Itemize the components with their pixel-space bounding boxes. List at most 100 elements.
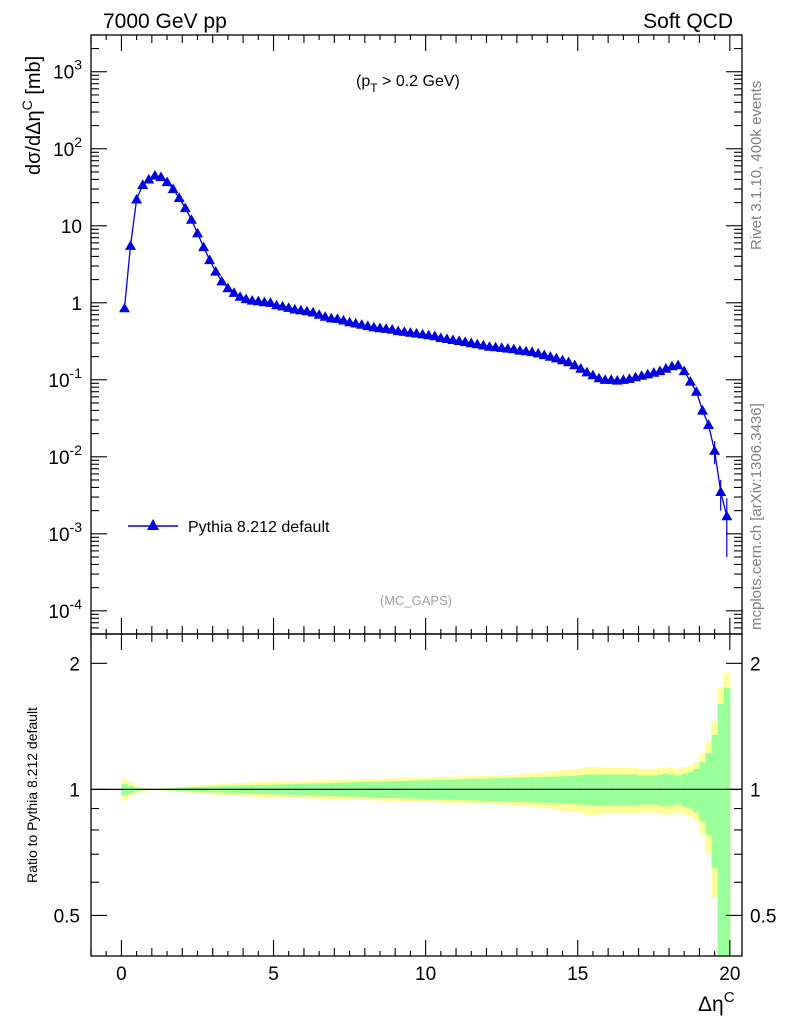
data-point <box>569 359 581 370</box>
data-point <box>125 240 136 250</box>
ratio-y-tick-label-right: 0.5 <box>750 906 776 927</box>
ratio-band-inner <box>595 774 603 806</box>
data-point <box>538 349 550 360</box>
data-point <box>709 445 721 455</box>
ratio-y-tick-label-right: 1 <box>750 780 761 801</box>
ratio-band-inner <box>668 774 676 806</box>
ratio-y-tick-label-right: 2 <box>750 654 761 675</box>
data-point <box>228 287 240 297</box>
data-point <box>155 171 167 182</box>
data-point <box>137 179 149 189</box>
data-point <box>119 302 130 313</box>
analysis-label: (MC_GAPS) <box>380 593 452 608</box>
series-pythia <box>119 170 733 557</box>
side-label-mcplots: mcplots.cern.ch [arXiv:1306.3436] <box>748 403 765 630</box>
data-point <box>210 266 222 276</box>
y-tick-label: 102 <box>53 134 82 161</box>
y-tick-label: 10-4 <box>48 596 82 623</box>
data-point <box>678 365 690 376</box>
ratio-band-inner <box>608 774 615 806</box>
x-tick-label: 5 <box>268 964 279 985</box>
y-tick-label: 1 <box>71 294 82 315</box>
data-point <box>319 311 331 321</box>
ratio-y-tick-label: 2 <box>69 654 80 675</box>
data-point <box>198 241 210 252</box>
data-point <box>234 291 246 301</box>
ratio-y-axis-label: Ratio to Pythia 8.212 default <box>24 707 40 883</box>
data-point <box>179 202 191 213</box>
data-point <box>672 359 684 370</box>
left-title: 7000 GeV pp <box>103 10 227 33</box>
data-point <box>283 302 295 312</box>
legend: Pythia 8.212 default <box>128 519 330 536</box>
data-point <box>149 170 161 180</box>
data-point <box>563 356 575 367</box>
ratio-band-inner <box>589 774 597 806</box>
side-label-rivet: Rivet 3.1.10, 400k events <box>748 81 765 250</box>
axis-tick-labels: 0 5 10 15 20 10-4 10-3 10-2 10-1 1 10 102 103 0.5 0.5 1… <box>48 57 776 985</box>
data-point <box>532 347 544 358</box>
data-point <box>697 404 708 415</box>
x-tick-label: 10 <box>415 964 436 985</box>
data-point <box>544 351 556 361</box>
ratio-band-inner <box>614 774 621 806</box>
data-point <box>167 183 179 194</box>
ratio-band-inner <box>626 774 633 806</box>
x-tick-label: 0 <box>116 964 127 985</box>
data-point <box>557 354 568 365</box>
data-point <box>575 363 587 373</box>
data-point <box>131 193 143 204</box>
ratio-band-inner <box>723 687 731 956</box>
data-point <box>265 297 276 307</box>
data-point <box>526 346 538 357</box>
ratio-band-inner <box>656 774 664 806</box>
ratio-band-inner <box>620 774 627 806</box>
legend-marker <box>147 519 159 530</box>
x-tick-label: 15 <box>567 964 588 985</box>
data-point <box>338 314 349 325</box>
ratio-band-inner <box>681 773 688 807</box>
data-point <box>192 227 203 238</box>
y-tick-label: 10-2 <box>48 442 82 469</box>
data-point <box>587 369 599 380</box>
y-tick-label: 10-3 <box>48 519 82 546</box>
data-point <box>313 309 325 319</box>
data-point <box>240 293 252 304</box>
ratio-y-tick-label: 0.5 <box>54 906 80 927</box>
axis-ticks <box>90 34 742 956</box>
data-point <box>161 176 173 187</box>
data-point <box>222 282 234 293</box>
data-point <box>715 486 727 496</box>
data-point <box>690 386 702 396</box>
data-point <box>277 300 289 311</box>
data-point <box>703 419 714 429</box>
data-point <box>143 173 155 184</box>
legend-label: Pythia 8.212 default <box>188 519 330 536</box>
data-point <box>173 192 185 202</box>
ratio-band-inner <box>632 774 639 806</box>
ratio-band-inner <box>693 768 700 813</box>
ratio-band-inner <box>717 703 725 956</box>
ratio-band-inner <box>705 753 712 835</box>
data-point <box>684 376 696 386</box>
data-point <box>581 366 593 377</box>
main-y-axis-label: dσ/dΔηC [mb] <box>19 56 45 175</box>
right-title: Soft QCD <box>643 10 733 33</box>
cut-label: (pT > 0.2 GeV) <box>356 73 460 95</box>
ratio-y-tick-label: 1 <box>69 780 80 801</box>
ratio-panel-frame <box>90 633 743 957</box>
y-tick-label: 10 <box>61 217 82 238</box>
x-tick-label: 20 <box>719 964 740 985</box>
data-point <box>204 254 216 265</box>
ratio-band-inner <box>662 773 670 807</box>
y-tick-label: 103 <box>53 57 82 84</box>
data-point <box>429 330 441 341</box>
ratio-band-inner <box>699 762 706 822</box>
ratio-band-inner <box>711 734 719 868</box>
ratio-band-inner <box>687 772 694 809</box>
data-point <box>593 372 605 383</box>
data-point <box>550 352 562 363</box>
